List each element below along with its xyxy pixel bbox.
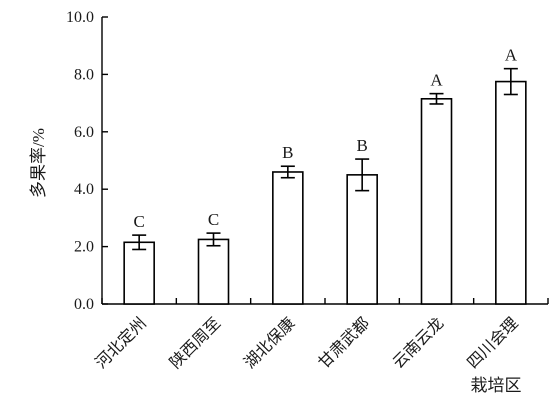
y-tick-label: 4.0 [74,181,94,198]
significance-letter: B [282,143,293,162]
y-axis-title: 多果率/% [29,128,48,198]
x-category-label: 甘肃武都 [315,314,373,372]
significance-letter: C [133,212,144,231]
y-tick-label: 0.0 [74,296,94,313]
bar [123,241,155,305]
y-tick-label: 2.0 [74,239,94,256]
significance-letter: A [505,46,518,65]
significance-letter: B [356,136,367,155]
y-tick-label: 6.0 [74,124,94,141]
y-axis: 0.0 2.0 4.0 6.0 8.0 10.0 [66,9,108,313]
significance-letter: C [208,210,219,229]
x-category-label: 陕西周至 [166,314,224,372]
bars: C C B B A A [123,46,527,305]
bar [197,238,230,305]
x-category-label: 云南云龙 [389,314,447,372]
x-category-label: 河北定州 [92,314,150,372]
bar [495,80,527,305]
x-axis-title: 栽培区 [471,376,522,395]
x-category-label: 湖北保康 [241,314,299,372]
x-category-label: 四川会理 [464,314,522,372]
bar [346,174,378,305]
y-tick-label: 10.0 [66,9,94,26]
significance-letter: A [430,71,443,90]
bar [272,171,304,305]
x-axis: 河北定州 陕西周至 湖北保康 甘肃武都 云南云龙 四川会理 [92,298,549,372]
y-tick-label: 8.0 [74,66,94,83]
bar [420,97,453,305]
